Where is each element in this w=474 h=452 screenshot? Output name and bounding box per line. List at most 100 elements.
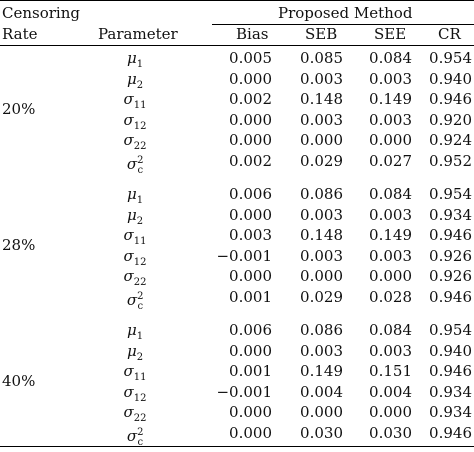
header-see: SEE bbox=[374, 25, 407, 43]
parameter-cell: σ2c bbox=[95, 288, 175, 316]
seb-cell: 0.003 bbox=[300, 246, 343, 265]
seb-cell: 0.000 bbox=[300, 403, 343, 421]
cr-cell: 0.920 bbox=[429, 110, 472, 129]
seb-cell: 0.148 bbox=[300, 226, 343, 244]
see-cell: 0.003 bbox=[369, 110, 412, 129]
cr-cell: 0.946 bbox=[429, 90, 472, 108]
seb-cell: 0.029 bbox=[300, 287, 343, 306]
seb-cell: 0.148 bbox=[300, 90, 343, 108]
parameter-cell: σ12 bbox=[95, 383, 175, 408]
bias-cell: 0.006 bbox=[229, 321, 272, 339]
bias-cell: 0.000 bbox=[229, 423, 272, 442]
parameter-cell: μ2 bbox=[95, 70, 175, 95]
see-cell: 0.003 bbox=[369, 246, 412, 265]
seb-cell: 0.086 bbox=[300, 185, 343, 203]
parameter-cell: σ12 bbox=[95, 111, 175, 136]
parameter-superscript: 2 bbox=[137, 426, 144, 438]
cr-cell: 0.952 bbox=[429, 151, 472, 170]
parameter-cell: μ1 bbox=[95, 321, 175, 346]
censoring-rate-label: 28% bbox=[2, 236, 36, 255]
header-seb: SEB bbox=[305, 25, 338, 43]
bias-cell: 0.000 bbox=[229, 69, 272, 88]
parameter-cell: σ22 bbox=[95, 131, 175, 156]
see-cell: 0.084 bbox=[369, 185, 412, 203]
cr-cell: 0.946 bbox=[429, 423, 472, 442]
parameter-subscript: c bbox=[137, 300, 144, 312]
header-proposed-method: Proposed Method bbox=[278, 4, 413, 22]
parameter-symbol: μ bbox=[126, 321, 137, 339]
parameter-subscript: 22 bbox=[133, 141, 147, 152]
parameter-symbol: σ bbox=[123, 382, 134, 401]
parameter-symbol: σ bbox=[126, 426, 138, 445]
parameter-subscript: 11 bbox=[133, 372, 147, 383]
see-cell: 0.084 bbox=[369, 49, 412, 67]
see-cell: 0.149 bbox=[369, 226, 412, 244]
see-cell: 0.003 bbox=[369, 205, 412, 224]
group-rule bbox=[212, 24, 474, 25]
parameter-subscript: 12 bbox=[133, 256, 147, 268]
parameter-cell: σ11 bbox=[95, 362, 175, 387]
parameter-symbol: σ bbox=[123, 403, 134, 421]
parameter-cell: σ2c bbox=[95, 424, 175, 452]
parameter-subscript: 22 bbox=[133, 413, 147, 424]
parameter-cell: μ2 bbox=[95, 342, 175, 367]
seb-cell: 0.030 bbox=[300, 423, 343, 442]
bias-cell: 0.002 bbox=[229, 90, 272, 108]
cr-cell: 0.926 bbox=[429, 267, 472, 285]
parameter-subscript: 22 bbox=[133, 277, 147, 288]
cr-cell: 0.934 bbox=[429, 403, 472, 421]
parameter-subscript: 1 bbox=[136, 195, 144, 206]
parameter-cell: σ12 bbox=[95, 247, 175, 272]
parameter-symbol: σ bbox=[123, 226, 134, 244]
cr-cell: 0.926 bbox=[429, 246, 472, 265]
header-cr: CR bbox=[438, 25, 461, 43]
see-cell: 0.000 bbox=[369, 131, 412, 149]
seb-cell: 0.003 bbox=[300, 110, 343, 129]
bias-cell: 0.000 bbox=[229, 403, 272, 421]
censoring-rate-label: 20% bbox=[2, 100, 36, 119]
see-cell: 0.000 bbox=[369, 403, 412, 421]
top-rule bbox=[0, 0, 474, 1]
parameter-symbol: μ bbox=[126, 205, 137, 224]
see-cell: 0.028 bbox=[369, 287, 412, 306]
parameter-cell: μ1 bbox=[95, 185, 175, 210]
cr-cell: 0.946 bbox=[429, 287, 472, 306]
parameter-cell: μ2 bbox=[95, 206, 175, 231]
bias-cell: 0.000 bbox=[229, 205, 272, 224]
censoring-rate-label: 40% bbox=[2, 372, 36, 391]
bias-cell: 0.000 bbox=[229, 110, 272, 129]
bias-cell: 0.001 bbox=[229, 287, 272, 306]
parameter-superscript: 2 bbox=[137, 154, 144, 166]
seb-cell: 0.000 bbox=[300, 267, 343, 285]
see-cell: 0.004 bbox=[369, 382, 412, 401]
parameter-symbol: σ bbox=[123, 267, 134, 285]
parameter-symbol: σ bbox=[123, 110, 134, 129]
parameter-symbol: μ bbox=[126, 69, 137, 88]
parameter-symbol: μ bbox=[126, 49, 137, 67]
parameter-superscript: 2 bbox=[137, 290, 144, 302]
see-cell: 0.003 bbox=[369, 341, 412, 360]
parameter-cell: σ11 bbox=[95, 90, 175, 115]
header-rate: Rate bbox=[2, 25, 38, 43]
parameter-subscript: 12 bbox=[133, 392, 147, 404]
header-bias: Bias bbox=[236, 25, 269, 43]
bias-cell: −0.001 bbox=[216, 246, 272, 265]
see-cell: 0.151 bbox=[369, 362, 412, 380]
parameter-symbol: σ bbox=[126, 290, 138, 309]
seb-cell: 0.085 bbox=[300, 49, 343, 67]
parameter-symbol: σ bbox=[123, 246, 134, 265]
bias-cell: −0.001 bbox=[216, 382, 272, 401]
seb-cell: 0.003 bbox=[300, 341, 343, 360]
seb-cell: 0.003 bbox=[300, 205, 343, 224]
bias-cell: 0.005 bbox=[229, 49, 272, 67]
bottom-rule bbox=[0, 446, 474, 447]
parameter-subscript: 11 bbox=[133, 100, 147, 111]
cr-cell: 0.954 bbox=[429, 321, 472, 339]
see-cell: 0.149 bbox=[369, 90, 412, 108]
bias-cell: 0.002 bbox=[229, 151, 272, 170]
see-cell: 0.000 bbox=[369, 267, 412, 285]
parameter-cell: σ2c bbox=[95, 152, 175, 180]
cr-cell: 0.940 bbox=[429, 69, 472, 88]
cr-cell: 0.946 bbox=[429, 362, 472, 380]
cr-cell: 0.934 bbox=[429, 382, 472, 401]
